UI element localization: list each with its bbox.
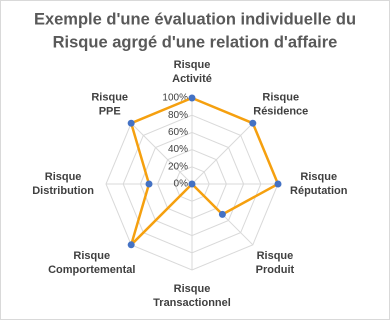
data-point (188, 94, 196, 102)
category-label: Transactionnel (153, 297, 231, 309)
data-point (249, 119, 257, 127)
category-label: Risque (257, 250, 294, 262)
category-label: Risque (174, 283, 211, 295)
data-point (274, 180, 282, 188)
category-label: Risque (174, 59, 211, 71)
spoke (130, 122, 193, 185)
category-label: Activité (172, 73, 212, 85)
category-label: Résidence (253, 106, 308, 118)
category-label: Produit (256, 264, 295, 276)
category-label: PPE (99, 106, 121, 118)
category-label: Distribution (32, 185, 94, 197)
category-label: Réputation (290, 185, 348, 197)
category-label: Risque (300, 171, 337, 183)
data-point (145, 180, 153, 188)
category-label: Risque (45, 171, 82, 183)
category-label: Risque (262, 92, 299, 104)
category-label: Comportemental (48, 264, 135, 276)
spoke (191, 122, 254, 185)
data-point (188, 180, 196, 188)
data-point (218, 210, 226, 218)
chart-title: Risque agrgé d'une relation d'affaire (53, 33, 338, 51)
y-tick-label: 100% (162, 93, 188, 104)
y-tick-label: 0% (174, 179, 189, 190)
data-point (127, 241, 135, 249)
category-label: Risque (73, 250, 110, 262)
data-point (127, 119, 135, 127)
y-tick-label: 80% (168, 110, 188, 121)
chart-title: Exemple d'une évaluation individuelle du (34, 10, 356, 28)
y-tick-label: 40% (168, 144, 188, 155)
category-label: Risque (91, 92, 128, 104)
y-tick-label: 60% (168, 127, 188, 138)
y-tick-label: 20% (168, 161, 188, 172)
